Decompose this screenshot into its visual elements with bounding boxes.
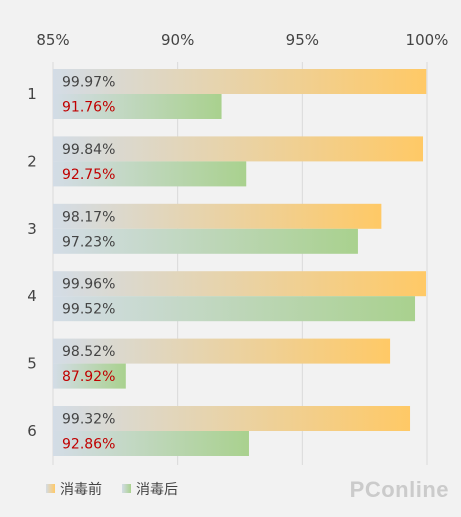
data-label-before-6: 99.32% xyxy=(62,412,115,428)
data-label-before-2: 99.84% xyxy=(62,142,115,158)
category-label-2: 2 xyxy=(27,152,37,170)
bar-before-2 xyxy=(53,136,424,162)
legend: 消毒前 消毒后 xyxy=(46,481,178,498)
category-label-3: 3 xyxy=(27,220,37,238)
category-label-6: 6 xyxy=(27,422,37,440)
data-label-after-3: 97.23% xyxy=(62,234,115,250)
bar-after-5 xyxy=(53,363,126,389)
x-tick-label-3: 100% xyxy=(406,31,449,49)
data-label-before-3: 98.17% xyxy=(62,209,115,225)
x-tick-label-2: 95% xyxy=(286,31,319,49)
bar-before-5 xyxy=(53,338,391,364)
bars: 99.97% 91.76% 99.84% 92.75% 98.17% 97.23% 99.9… xyxy=(53,69,427,456)
bar-after-4 xyxy=(53,296,416,322)
bar-before-1 xyxy=(53,69,427,94)
legend-label-before: 消毒前 xyxy=(60,481,102,498)
category-label-1: 1 xyxy=(27,85,37,103)
data-label-after-6: 92.86% xyxy=(62,437,115,453)
data-label-before-1: 99.97% xyxy=(62,75,115,91)
bar-after-1 xyxy=(53,94,222,119)
legend-swatch-before xyxy=(46,484,55,493)
category-labels: 1 2 3 4 5 6 xyxy=(27,85,37,440)
x-tick-label-1: 90% xyxy=(161,31,194,49)
data-label-after-5: 87.92% xyxy=(62,369,115,385)
category-label-5: 5 xyxy=(27,355,37,373)
data-label-after-4: 99.52% xyxy=(62,302,115,318)
bar-after-6 xyxy=(53,431,249,456)
data-label-after-2: 92.75% xyxy=(62,167,115,183)
gridlines xyxy=(52,62,428,465)
data-label-before-4: 99.96% xyxy=(62,277,115,293)
bar-before-6 xyxy=(53,406,411,431)
bar-after-2 xyxy=(53,161,247,187)
x-tick-label-0: 85% xyxy=(36,31,69,49)
watermark-logo: PConline xyxy=(349,477,449,502)
legend-swatch-after xyxy=(122,484,131,493)
category-label-4: 4 xyxy=(27,287,37,305)
data-label-after-1: 91.76% xyxy=(62,100,115,116)
legend-label-after: 消毒后 xyxy=(136,482,178,498)
bar-before-4 xyxy=(53,271,427,297)
bar-before-3 xyxy=(53,203,382,229)
x-axis-ticks: 85% 90% 95% 100% xyxy=(36,31,448,49)
bar-after-3 xyxy=(53,228,358,254)
data-label-before-5: 98.52% xyxy=(62,344,115,360)
